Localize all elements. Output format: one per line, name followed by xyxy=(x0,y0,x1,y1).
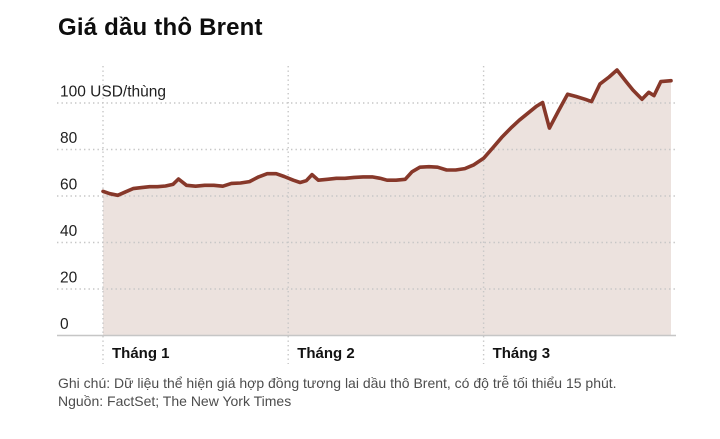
chart-source: Nguồn: FactSet; The New York Times xyxy=(58,393,292,409)
price-line xyxy=(101,68,673,198)
y-axis-label: 60 xyxy=(60,177,78,194)
x-axis-label: Tháng 3 xyxy=(493,345,551,362)
y-axis-label: 0 xyxy=(60,316,69,333)
chart-title: Giá dầu thô Brent xyxy=(58,14,263,41)
y-axis-label: 100 USD/thùng xyxy=(60,84,166,101)
y-axis-label: 20 xyxy=(60,270,78,287)
price-area-fill xyxy=(103,70,671,336)
chart-note: Ghi chú: Dữ liệu thể hiện giá hợp đồng t… xyxy=(58,375,617,391)
y-axis-label: 40 xyxy=(60,223,78,240)
x-axis-label: Tháng 1 xyxy=(112,345,170,362)
x-axis-label: Tháng 2 xyxy=(297,345,355,362)
y-axis-label: 80 xyxy=(60,130,78,147)
